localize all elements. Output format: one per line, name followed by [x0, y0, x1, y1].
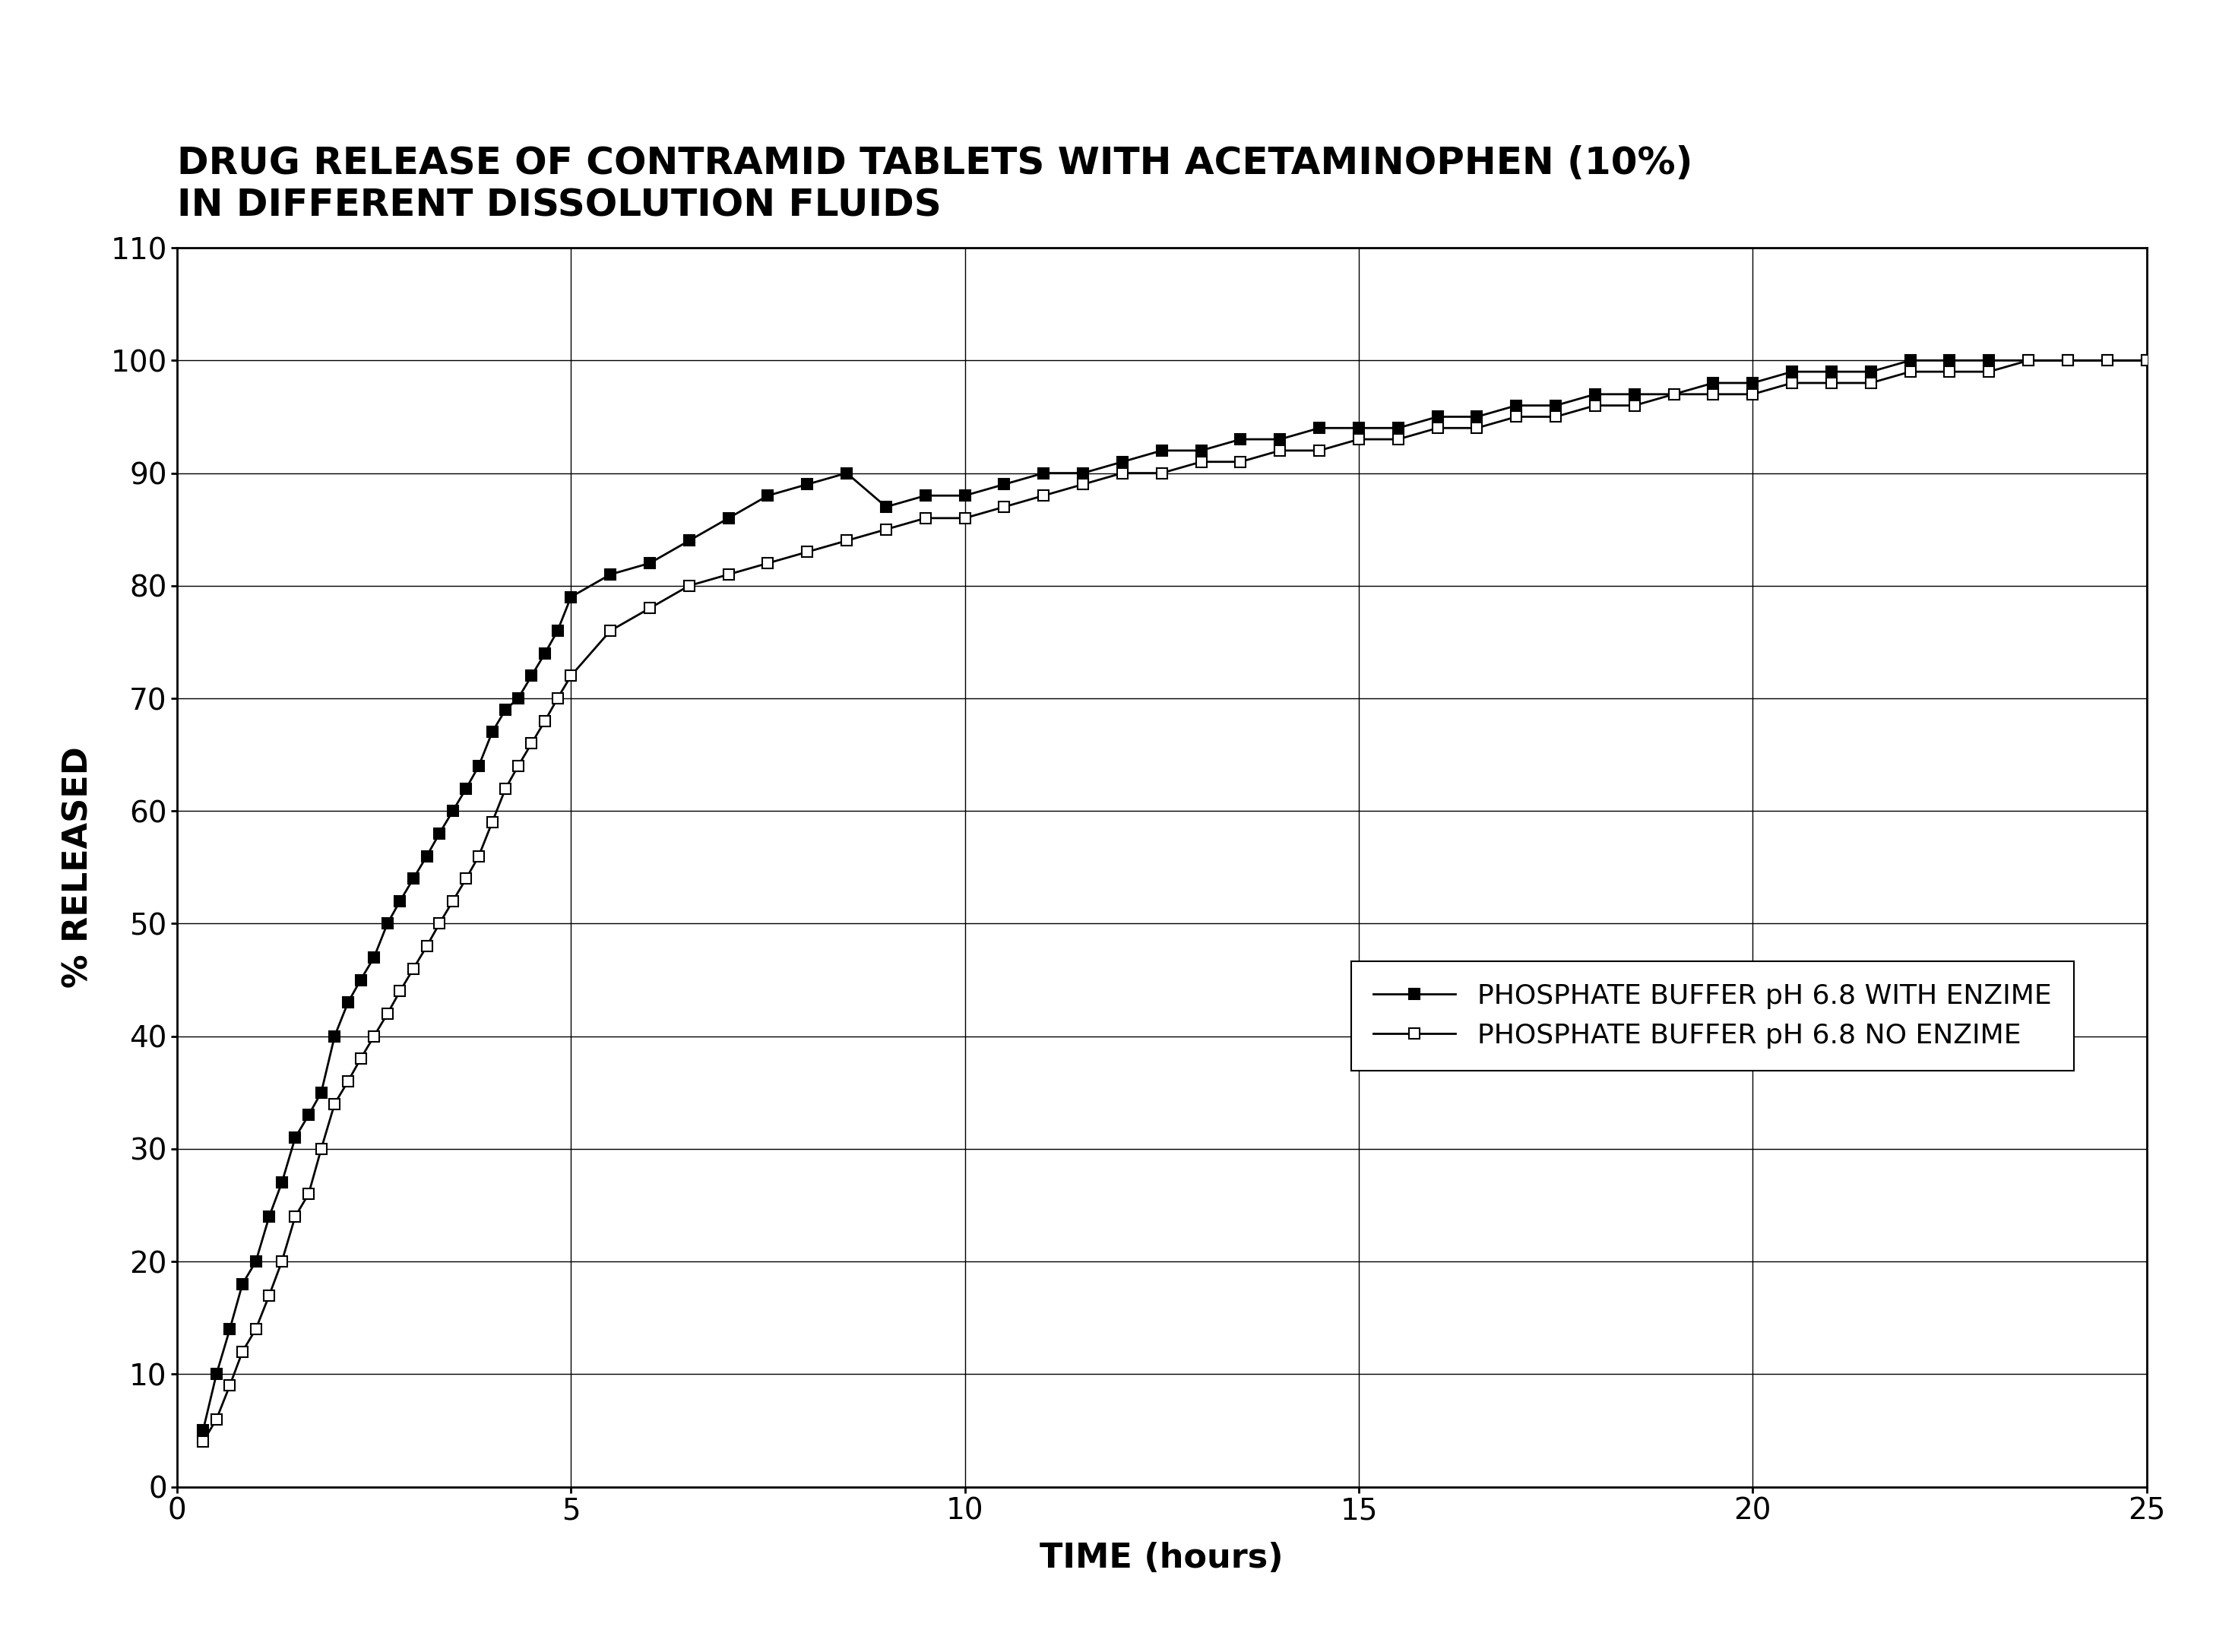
PHOSPHATE BUFFER pH 6.8 NO ENZIME [2133, 350, 2160, 370]
PHOSPHATE BUFFER pH 6.8 WITH ENZIME [491, 700, 518, 720]
Y-axis label: % RELEASED: % RELEASED [62, 747, 95, 988]
PHOSPHATE BUFFER pH 6.8 WITH ENZIME [991, 474, 1018, 494]
PHOSPHATE BUFFER pH 6.8 NO ENZIME [257, 1285, 283, 1305]
PHOSPHATE BUFFER pH 6.8 NO ENZIME [2093, 350, 2120, 370]
PHOSPHATE BUFFER pH 6.8 WITH ENZIME [361, 948, 387, 968]
Line: PHOSPHATE BUFFER pH 6.8 NO ENZIME: PHOSPHATE BUFFER pH 6.8 NO ENZIME [197, 355, 2151, 1447]
PHOSPHATE BUFFER pH 6.8 NO ENZIME [190, 1432, 217, 1452]
PHOSPHATE BUFFER pH 6.8 WITH ENZIME [1897, 350, 1923, 370]
PHOSPHATE BUFFER pH 6.8 WITH ENZIME [190, 1421, 217, 1441]
PHOSPHATE BUFFER pH 6.8 NO ENZIME [361, 1026, 387, 1046]
PHOSPHATE BUFFER pH 6.8 NO ENZIME [991, 497, 1018, 517]
Legend: PHOSPHATE BUFFER pH 6.8 WITH ENZIME, PHOSPHATE BUFFER pH 6.8 NO ENZIME: PHOSPHATE BUFFER pH 6.8 WITH ENZIME, PHO… [1352, 961, 2074, 1070]
PHOSPHATE BUFFER pH 6.8 WITH ENZIME [257, 1206, 283, 1226]
PHOSPHATE BUFFER pH 6.8 NO ENZIME [2016, 350, 2043, 370]
PHOSPHATE BUFFER pH 6.8 NO ENZIME [478, 813, 505, 833]
X-axis label: TIME (hours): TIME (hours) [1040, 1541, 1284, 1574]
Line: PHOSPHATE BUFFER pH 6.8 WITH ENZIME: PHOSPHATE BUFFER pH 6.8 WITH ENZIME [197, 355, 2151, 1436]
PHOSPHATE BUFFER pH 6.8 WITH ENZIME [2093, 350, 2120, 370]
PHOSPHATE BUFFER pH 6.8 NO ENZIME [491, 778, 518, 798]
PHOSPHATE BUFFER pH 6.8 WITH ENZIME [478, 722, 505, 742]
Text: DRUG RELEASE OF CONTRAMID TABLETS WITH ACETAMINOPHEN (10%)
IN DIFFERENT DISSOLUT: DRUG RELEASE OF CONTRAMID TABLETS WITH A… [177, 145, 1693, 223]
PHOSPHATE BUFFER pH 6.8 WITH ENZIME [2133, 350, 2160, 370]
